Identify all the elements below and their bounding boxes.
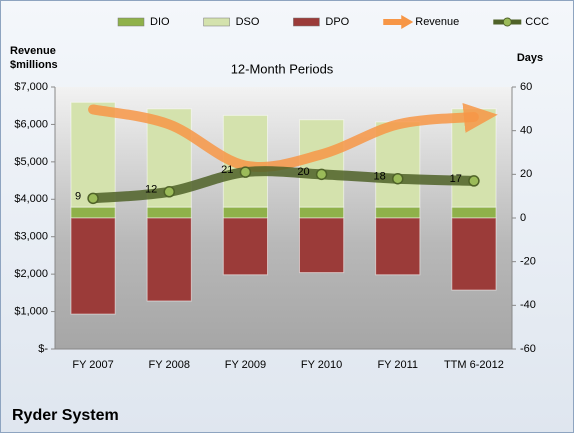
legend-label: CCC xyxy=(525,16,549,28)
y2-tick-label: 60 xyxy=(520,81,532,93)
y-tick-label: $5,000 xyxy=(14,156,48,168)
y2-tick-label: -20 xyxy=(520,256,536,268)
bar xyxy=(375,121,421,208)
y2-tick-label: -60 xyxy=(520,343,536,355)
y2-tick-label: 0 xyxy=(520,212,526,224)
bar xyxy=(375,206,421,219)
legend-label: DIO xyxy=(150,16,170,28)
y2-tick-label: 40 xyxy=(520,125,532,137)
line-3 xyxy=(88,102,498,172)
y2-tick-label: 20 xyxy=(520,168,532,180)
bar xyxy=(298,206,345,219)
data-label: 20 xyxy=(297,166,309,178)
bar xyxy=(70,206,116,219)
y-tick-label: $1,000 xyxy=(14,305,48,317)
point xyxy=(239,166,252,178)
point xyxy=(163,186,175,198)
y-tick-label: $6,000 xyxy=(14,118,48,130)
y-tick-label: $3,000 xyxy=(14,231,48,243)
legend-label: Revenue xyxy=(415,16,459,28)
point xyxy=(87,192,99,205)
bar xyxy=(451,108,497,208)
legend-label: DSO xyxy=(236,16,260,28)
y-tick-label: $7,000 xyxy=(14,81,48,93)
data-label: 18 xyxy=(374,171,386,183)
x-tick-label: FY 2007 xyxy=(72,359,113,371)
y-tick-label: $2,000 xyxy=(14,268,48,280)
data-label: 12 xyxy=(145,184,157,196)
y-tick-label: $4,000 xyxy=(14,193,48,205)
data-label: 9 xyxy=(75,190,81,202)
bar xyxy=(70,101,116,208)
bar xyxy=(451,206,497,219)
bar xyxy=(298,119,345,208)
y2-tick-label: -40 xyxy=(520,299,536,311)
plot-area xyxy=(55,87,512,349)
bar xyxy=(146,217,192,302)
legend-swatch xyxy=(383,15,414,29)
chart-title: 12-Month Periods xyxy=(231,61,334,76)
caption: Ryder System xyxy=(12,407,119,424)
y-tick-label: $- xyxy=(38,343,48,355)
bar xyxy=(70,217,116,315)
line-4 xyxy=(88,166,479,204)
legend-label: DPO xyxy=(325,16,349,28)
point xyxy=(315,168,328,181)
bar xyxy=(222,217,269,276)
bar xyxy=(375,217,421,276)
point xyxy=(392,172,404,185)
y-axis-label: Revenue $millions xyxy=(10,45,58,71)
x-tick-label: FY 2009 xyxy=(225,359,266,371)
legend-swatch xyxy=(203,17,230,27)
data-label: 21 xyxy=(221,164,233,176)
bar xyxy=(146,206,192,219)
legend-swatch xyxy=(117,17,145,27)
x-tick-label: TTM 6-2012 xyxy=(444,359,504,371)
data-label: 17 xyxy=(450,173,462,185)
x-tick-label: FY 2011 xyxy=(377,359,418,371)
y2-axis-label: Days xyxy=(517,52,543,64)
x-tick-label: FY 2010 xyxy=(301,359,342,371)
point xyxy=(468,175,480,187)
legend-swatch xyxy=(293,17,320,27)
bar xyxy=(451,217,497,291)
x-tick-label: FY 2008 xyxy=(149,359,190,371)
legend-swatch xyxy=(502,17,512,27)
bar xyxy=(222,206,269,219)
bar xyxy=(298,217,345,274)
